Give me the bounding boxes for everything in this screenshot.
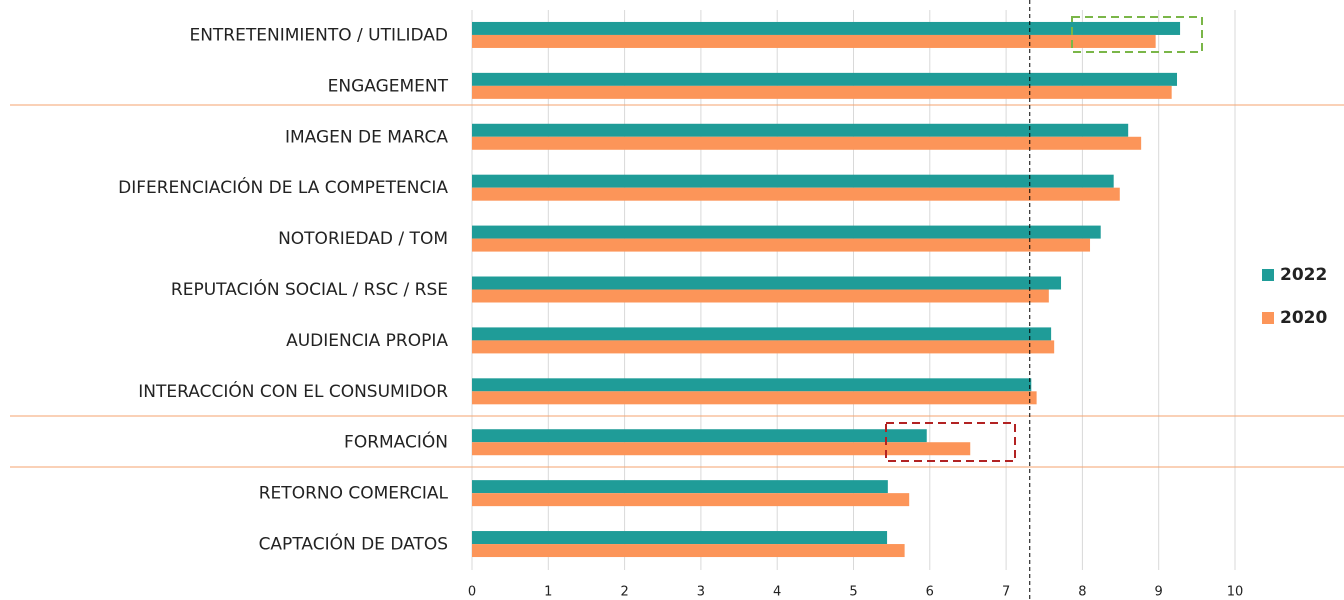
bar — [472, 276, 1062, 290]
y-tick-label: AUDIENCIA PROPIA — [286, 331, 448, 351]
highlight-box — [885, 422, 1016, 462]
x-tick-label: 6 — [926, 585, 934, 600]
bar — [472, 187, 1120, 201]
x-tick-label: 3 — [697, 585, 705, 600]
bar — [472, 442, 971, 456]
y-tick-label: FORMACIÓN — [344, 431, 448, 453]
y-tick-label: RETORNO COMERCIAL — [259, 484, 449, 504]
bar — [472, 531, 888, 545]
bar — [472, 327, 1052, 341]
overlay: 2022 2020 — [1029, 0, 1327, 600]
bar — [472, 136, 1142, 150]
y-tick-label: NOTORIEDAD / TOM — [278, 229, 448, 249]
bar — [472, 21, 1181, 35]
bar — [472, 391, 1037, 405]
x-tick-label: 7 — [1002, 585, 1010, 600]
x-tick-label: 4 — [773, 585, 781, 600]
bar — [472, 85, 1172, 99]
bars: ENTRETENIMIENTO / UTILIDAD ENGAGEMENT IMAG… — [118, 21, 1181, 558]
x-tick-label: 10 — [1227, 585, 1244, 600]
bar — [472, 340, 1055, 354]
y-tick-label: CAPTACIÓN DE DATOS — [259, 533, 448, 555]
legend-swatch — [1262, 312, 1274, 324]
x-tick-label: 2 — [620, 585, 628, 600]
bar — [472, 429, 927, 443]
y-tick-label: IMAGEN DE MARCA — [285, 127, 448, 147]
y-tick-label: REPUTACIÓN SOCIAL / RSC / RSE — [171, 278, 448, 300]
bar — [472, 72, 1178, 86]
bar — [472, 289, 1049, 303]
y-tick-label: INTERACCIÓN CON EL CONSUMIDOR — [138, 380, 448, 402]
legend-swatch — [1262, 269, 1274, 281]
legend-label: 2020 — [1280, 308, 1327, 328]
bar — [472, 123, 1129, 137]
bar — [472, 174, 1114, 188]
bar — [472, 544, 905, 558]
bar — [472, 34, 1156, 48]
bar — [472, 493, 910, 507]
y-tick-label: ENTRETENIMIENTO / UTILIDAD — [189, 25, 448, 45]
x-tick-label: 0 — [468, 585, 476, 600]
legend-label: 2022 — [1280, 265, 1327, 285]
x-tick-label: 5 — [849, 585, 857, 600]
y-tick-label: DIFERENCIACIÓN DE LA COMPETENCIA — [118, 176, 448, 198]
x-tick-label: 8 — [1078, 585, 1086, 600]
x-tick-label: 1 — [544, 585, 552, 600]
y-tick-label: ENGAGEMENT — [328, 76, 449, 96]
bar — [472, 378, 1032, 392]
bar — [472, 480, 888, 494]
bar — [472, 238, 1091, 252]
bar — [472, 225, 1101, 239]
highlight-box — [1071, 16, 1203, 53]
x-tick-label: 9 — [1155, 585, 1163, 600]
